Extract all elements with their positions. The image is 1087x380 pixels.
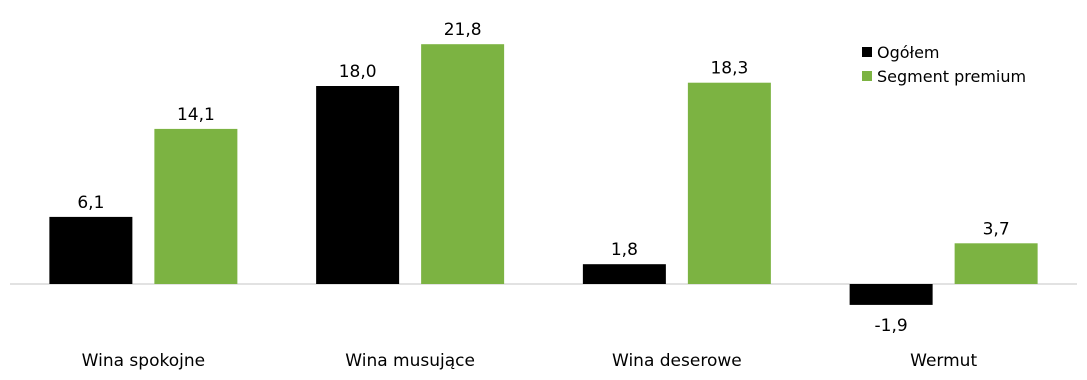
legend-swatch-segment-premium [862, 71, 872, 81]
bar-ogolem-wina-deserowe [582, 264, 666, 284]
data-label-segment-premium-wina-deserowe: 18,3 [710, 59, 748, 79]
category-label-wermut: Wermut [910, 351, 977, 371]
data-label-ogolem-wina-spokojne: 6,1 [77, 193, 104, 213]
legend-item-ogolem: Ogółem [862, 40, 1026, 64]
legend-swatch-ogolem [862, 47, 872, 57]
bar-segment-premium-wina-spokojne [154, 128, 238, 284]
legend-label-segment-premium: Segment premium [877, 66, 1027, 86]
data-label-ogolem-wermut: -1,9 [875, 316, 908, 336]
legend: Ogółem Segment premium [862, 40, 1026, 88]
legend-item-segment-premium: Segment premium [862, 64, 1026, 88]
bar-segment-premium-wina-musujace [421, 44, 505, 285]
legend-label-ogolem: Ogółem [877, 42, 940, 62]
data-label-ogolem-wina-musujace: 18,0 [339, 62, 377, 82]
bar-segment-premium-wermut [954, 243, 1038, 284]
bar-ogolem-wina-musujace [316, 86, 400, 284]
category-label-wina-musujace: Wina musujące [345, 351, 475, 371]
category-label-wina-spokojne: Wina spokojne [82, 351, 205, 371]
bar-segment-premium-wina-deserowe [687, 82, 771, 284]
data-label-ogolem-wina-deserowe: 1,8 [611, 240, 638, 260]
data-label-segment-premium-wina-spokojne: 14,1 [177, 105, 215, 125]
bar-ogolem-wermut [849, 284, 933, 305]
data-label-segment-premium-wina-musujace: 21,8 [444, 20, 482, 40]
category-label-wina-deserowe: Wina deserowe [612, 351, 742, 371]
bar-ogolem-wina-spokojne [49, 216, 133, 284]
data-label-segment-premium-wermut: 3,7 [983, 219, 1010, 239]
